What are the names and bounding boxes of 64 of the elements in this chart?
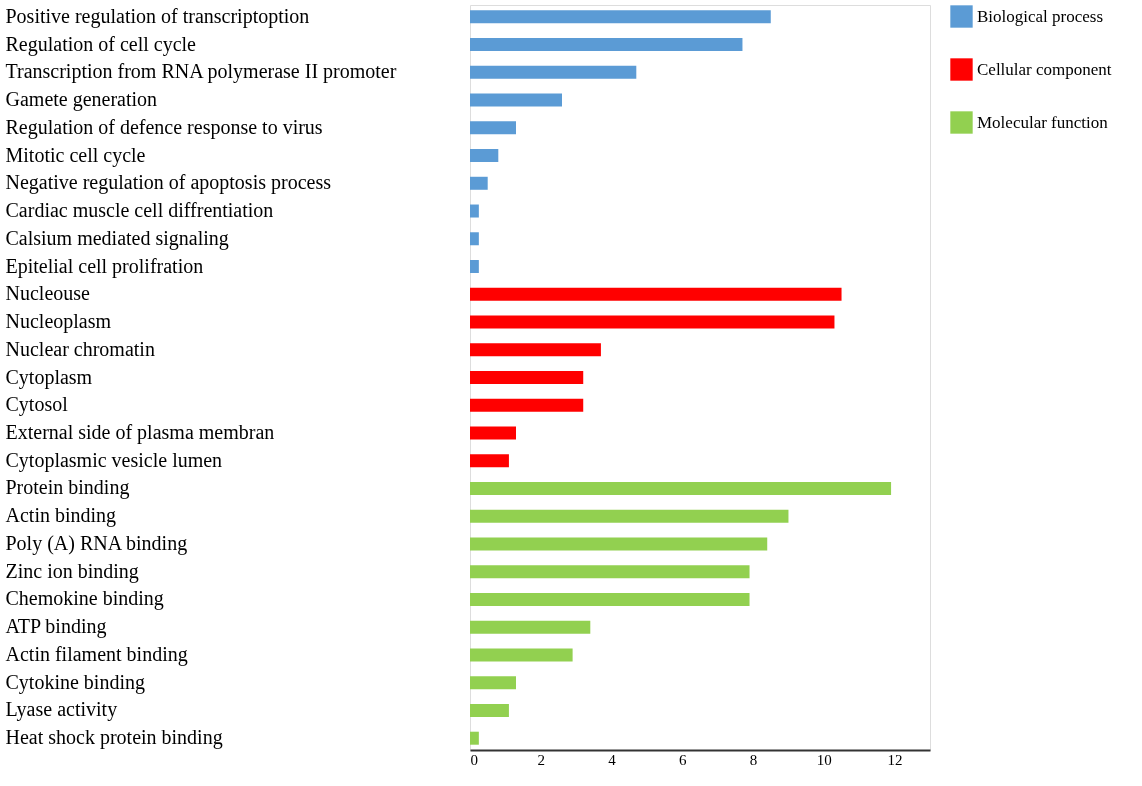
bar (470, 676, 516, 690)
y-tick-label: Nucleouse (5, 282, 91, 305)
y-tick-label: Cardiac muscle cell diffrentiation (5, 199, 274, 222)
bar (470, 10, 771, 24)
y-tick-label: Poly (A) RNA binding (5, 531, 188, 555)
bar (470, 620, 591, 634)
bar (470, 426, 516, 440)
bar (470, 38, 743, 52)
bar (470, 93, 562, 107)
bar (470, 648, 573, 662)
bar (470, 149, 499, 163)
y-tick-label: Chemokine binding (5, 587, 164, 611)
y-tick-label: Cytoplasmic vesicle lumen (5, 448, 223, 472)
legend-label: Biological process (977, 6, 1104, 26)
y-tick-label: Protein binding (5, 476, 130, 500)
y-tick-label: Zinc ion binding (5, 559, 139, 583)
y-tick-label: Actin filament binding (5, 642, 188, 666)
x-tick-label: 10 (816, 751, 832, 768)
y-tick-label: Transcription from RNA polymerase II promoter (5, 60, 397, 84)
y-tick-label: Positive regulation of transcriptoption (5, 4, 310, 28)
y-tick-label: Regulation of cell cycle (5, 32, 197, 56)
y-tick-label: Actin binding (5, 504, 117, 528)
legend-label: Molecular function (977, 112, 1109, 132)
y-tick-label: Cytoplasm (5, 365, 93, 389)
bar (470, 204, 479, 218)
y-tick-label: Cytosol (5, 393, 69, 417)
bar (470, 592, 750, 606)
bar (470, 537, 768, 551)
bar (470, 565, 750, 579)
bar (470, 703, 509, 717)
bar (470, 315, 835, 329)
x-tick-label: 0 (470, 751, 478, 768)
x-tick-label: 4 (608, 751, 617, 768)
y-tick-label: Lyase activity (5, 698, 118, 722)
y-tick-label: Negative regulation of apoptosis process (5, 171, 332, 195)
y-tick-label: Epitelial cell prolifration (5, 254, 204, 278)
x-tick-label: 8 (749, 751, 758, 768)
bar (470, 371, 584, 384)
bar (470, 454, 509, 468)
bar (470, 121, 516, 135)
y-tick-label: Regulation of defence response to virus (5, 115, 323, 139)
legend-label: Cellular component (977, 59, 1112, 79)
y-tick-label: Nucleoplasm (5, 310, 112, 334)
y-tick-label: Nuclear chromatin (5, 337, 155, 360)
x-tick-label: 12 (887, 751, 903, 768)
y-tick-label: ATP binding (5, 615, 107, 639)
bar (470, 260, 479, 274)
bar (470, 509, 789, 523)
bar (470, 398, 584, 412)
bar (470, 731, 479, 745)
bar (470, 481, 892, 495)
bar (470, 343, 601, 357)
x-tick-label: 6 (679, 751, 688, 768)
y-tick-label: Calsium mediated signaling (5, 226, 229, 250)
bar (470, 287, 842, 301)
y-tick-label: Cytokine binding (5, 670, 145, 694)
bar (470, 232, 479, 246)
bar (470, 176, 488, 190)
y-tick-label: Mitotic cell cycle (5, 143, 146, 167)
x-tick-label: 2 (537, 751, 546, 768)
y-tick-label: Heat shock protein binding (5, 726, 223, 750)
y-tick-label: Gamete generation (5, 88, 158, 112)
y-tick-label: External side of plasma membran (5, 420, 275, 444)
bar (470, 65, 637, 79)
